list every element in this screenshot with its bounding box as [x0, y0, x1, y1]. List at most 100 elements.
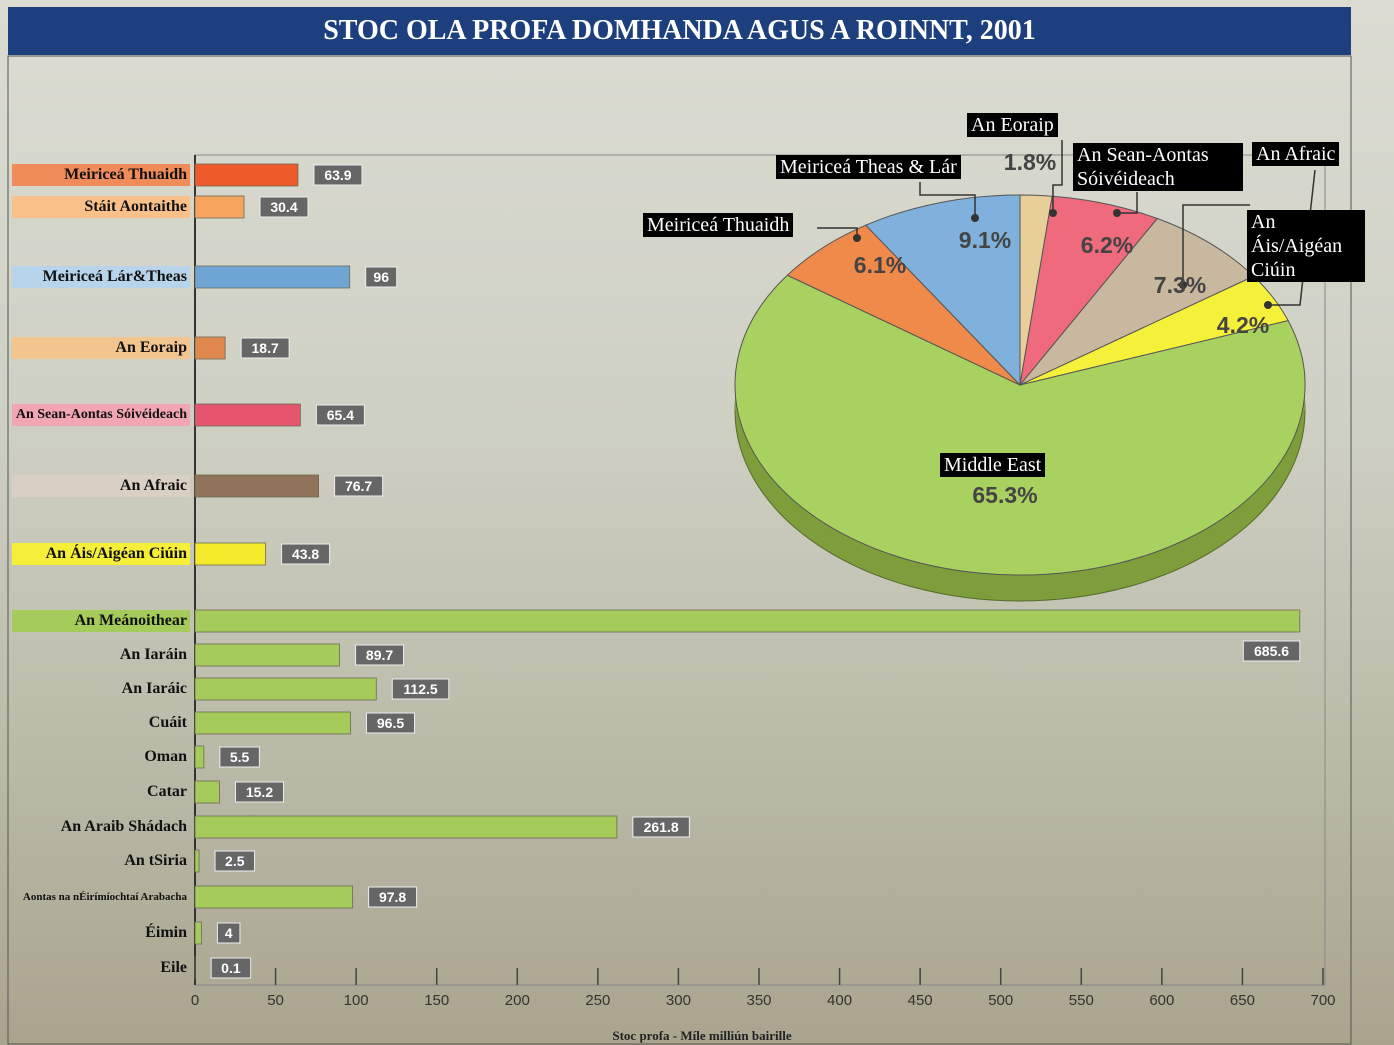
value-label: 2.5: [225, 853, 245, 869]
x-tick-label: 650: [1230, 992, 1255, 1009]
category-label: An Iaráin: [119, 646, 187, 663]
leader-dot: [1179, 281, 1187, 289]
category-label: Aontas na nÉirímíochtaí Arabacha: [22, 891, 187, 903]
value-label-box: [240, 337, 290, 359]
pie-value-label: 9.1%: [959, 227, 1011, 253]
x-tick-label: 50: [267, 992, 284, 1009]
value-label: 96.5: [377, 715, 404, 731]
bar: [194, 643, 340, 667]
leader-line: [919, 182, 976, 218]
value-label-box: [365, 266, 398, 288]
value-label-box: [366, 712, 416, 734]
pie-slice: [734, 274, 1306, 576]
x-tick-label: 0: [191, 992, 199, 1009]
bar: [194, 163, 299, 187]
category-label: An Áis/Aigéan Ciúin: [12, 543, 190, 565]
bar: [194, 474, 319, 498]
pie-label: Meiriceá Theas & Lár: [776, 155, 961, 179]
value-label: 89.7: [366, 647, 393, 663]
bar: [194, 780, 220, 804]
value-label-box: [334, 475, 384, 497]
x-tick-label: 100: [344, 992, 369, 1009]
bar: [194, 711, 351, 735]
pie-value-label: 65.3%: [972, 482, 1037, 508]
pie-label: Meiriceá Thuaidh: [643, 213, 794, 237]
x-tick-label: 450: [908, 992, 933, 1009]
value-label: 43.8: [292, 546, 319, 562]
bar: [194, 921, 202, 945]
leader-line: [1182, 204, 1250, 285]
category-label: Eile: [160, 959, 187, 976]
value-label: 97.8: [379, 889, 406, 905]
pie-label: An Eoraip: [967, 113, 1058, 137]
pie-slice: [864, 194, 1021, 387]
pie-value-label: 6.1%: [854, 252, 906, 278]
value-label-box: [216, 922, 241, 944]
category-label: Stáit Aontaithe: [12, 196, 190, 218]
value-label-box: [391, 678, 450, 700]
value-label-box: [219, 746, 260, 768]
category-label: Catar: [147, 783, 187, 800]
value-label: 112.5: [403, 681, 437, 697]
leader-dot: [1049, 209, 1057, 217]
x-tick-label: 400: [827, 992, 852, 1009]
chart-title: STOC OLA PROFA DOMHANDA AGUS A ROINNT, 2…: [8, 7, 1351, 55]
leader-dot: [853, 234, 861, 242]
value-label-box: [315, 404, 365, 426]
pie-label: An Afraic: [1252, 142, 1340, 166]
value-label: 18.7: [252, 340, 279, 356]
x-tick-label: 350: [746, 992, 771, 1009]
pie-value-label: 1.8%: [1004, 149, 1056, 175]
value-label-box: [234, 781, 284, 803]
value-label-box: [313, 164, 363, 186]
category-label: An Araib Shádach: [60, 818, 187, 835]
category-label: Oman: [144, 748, 187, 765]
x-tick-label: 700: [1310, 992, 1335, 1009]
leader-line: [1117, 192, 1138, 214]
category-label: Cuáit: [148, 714, 187, 731]
value-label: 15.2: [246, 784, 273, 800]
leader-dot: [971, 214, 979, 222]
value-label-box: [210, 957, 252, 979]
bar: [194, 265, 351, 289]
value-label-box: [259, 196, 309, 218]
category-label: Meiriceá Lár&Theas: [12, 266, 190, 288]
pie-label: Middle East: [940, 453, 1046, 477]
value-label: 261.8: [644, 819, 679, 835]
leader-line: [1052, 140, 1063, 213]
category-label: An Afraic: [12, 475, 190, 497]
x-tick-label: 500: [988, 992, 1013, 1009]
x-tick-label: 550: [1069, 992, 1094, 1009]
value-label: 0.1: [221, 960, 241, 976]
pie-value-label: 6.2%: [1081, 232, 1133, 258]
leader-dot: [1113, 209, 1121, 217]
category-label: An tSiria: [124, 852, 187, 869]
bar: [194, 195, 245, 219]
category-label: An Meánoithear: [12, 610, 190, 632]
x-tick-label: 300: [666, 992, 691, 1009]
frame: [7, 55, 1352, 1045]
pie-label: An Sean-Aontas Sóivéideach: [1073, 143, 1243, 191]
x-tick-label: 150: [424, 992, 449, 1009]
bar: [194, 677, 377, 701]
value-label-box: [214, 850, 256, 872]
value-label: 4: [225, 925, 233, 941]
value-label: 76.7: [345, 478, 372, 494]
value-label: 5.5: [230, 749, 250, 765]
pie-label: An Áis/Aigéan Ciúin: [1247, 210, 1365, 282]
category-label: An Eoraip: [12, 337, 190, 359]
bar: [194, 609, 1301, 633]
value-label: 96: [373, 269, 389, 285]
pie-value-label: 4.2%: [1217, 312, 1269, 338]
value-label-box: [281, 543, 331, 565]
value-label: 63.9: [324, 167, 351, 183]
value-label: 685.6: [1254, 643, 1289, 659]
x-tick-label: 200: [505, 992, 530, 1009]
category-label: An Iaráic: [121, 680, 187, 697]
value-label: 30.4: [270, 199, 297, 215]
x-axis-label: Stoc profa - Míle milliún bairille: [612, 1028, 791, 1043]
leader-dot: [1264, 301, 1272, 309]
x-tick-label: 250: [585, 992, 610, 1009]
